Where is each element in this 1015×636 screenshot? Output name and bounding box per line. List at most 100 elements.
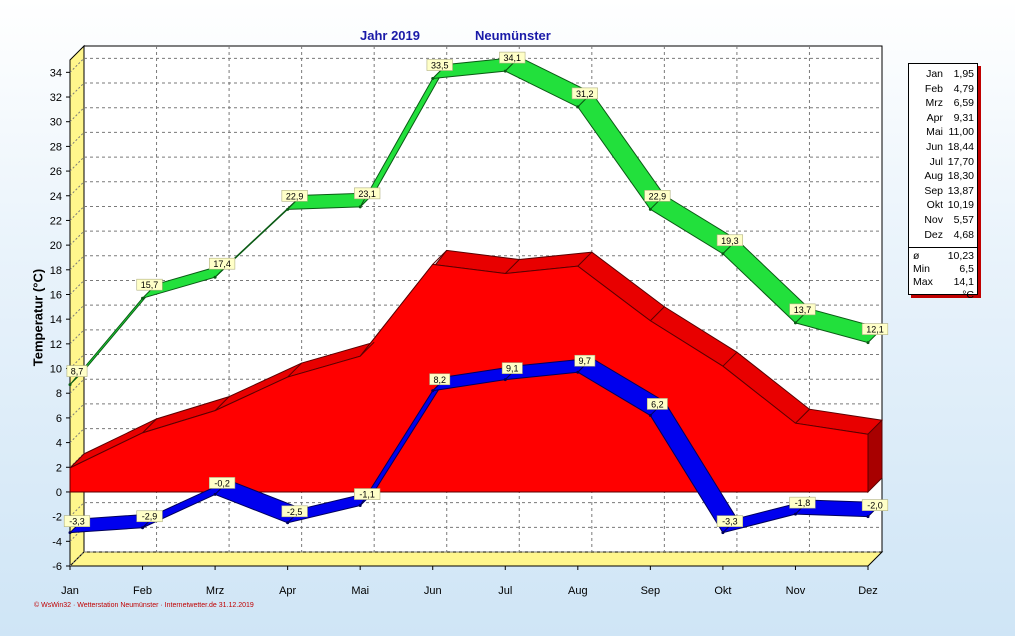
data-point xyxy=(358,504,362,508)
legend-month: Jul xyxy=(929,155,943,168)
data-point xyxy=(721,252,725,256)
legend-month: Mrz xyxy=(925,97,944,110)
legend-row: Dez 4,68 xyxy=(909,228,977,243)
chart-title-station: Neumünster xyxy=(475,28,551,43)
data-point xyxy=(503,69,507,73)
grid-line-side xyxy=(69,255,85,271)
y-tick-label: 28 xyxy=(50,141,62,153)
legend-row: Apr 9,31 xyxy=(909,111,977,126)
data-label-box xyxy=(646,398,668,410)
legend-stat-label: ø xyxy=(913,250,920,263)
legend-stat-value: 14,1 xyxy=(953,276,974,289)
data-label: 15,7 xyxy=(141,280,159,290)
y-tick-label: -4 xyxy=(52,536,62,548)
y-tick-label: 22 xyxy=(50,215,62,227)
mean-edge xyxy=(142,418,157,434)
legend-month: Aug xyxy=(924,170,943,183)
data-label: -2,5 xyxy=(287,507,303,517)
data-point xyxy=(576,370,580,374)
data-label-box xyxy=(861,499,889,511)
legend-stat-row: Max 14,1 xyxy=(909,276,977,289)
y-tick-label: 8 xyxy=(56,388,62,400)
monthly-mean-legend: Jan 1,95 Feb 4,79 Mrz 6,59 Apr 9,31 Mai 11,00 Jun 1… xyxy=(908,63,978,301)
grid-line-side xyxy=(69,82,85,98)
data-label: 13,7 xyxy=(794,305,812,315)
data-label: -1,1 xyxy=(359,490,375,500)
data-label-box xyxy=(644,190,671,202)
data-point xyxy=(213,492,217,496)
data-label: 22,9 xyxy=(649,191,667,201)
legend-divider xyxy=(909,247,977,249)
data-label: -2,9 xyxy=(142,512,158,522)
data-point xyxy=(576,105,580,109)
grid-line-side xyxy=(69,329,85,345)
mean-edge xyxy=(722,351,738,367)
legend-value: 1,95 xyxy=(953,68,974,80)
legend-month: Jan xyxy=(926,68,943,80)
data-label: 12,1 xyxy=(866,325,884,335)
data-label: -0,2 xyxy=(214,478,230,488)
grid-line-side xyxy=(69,156,85,172)
data-label: 31,2 xyxy=(576,89,594,99)
data-label-box xyxy=(716,234,744,247)
grid-line-side xyxy=(69,378,85,394)
data-label: -2,0 xyxy=(867,501,883,511)
series-min xyxy=(68,357,884,535)
data-label: 33,5 xyxy=(431,61,449,71)
legend-value: 18,44 xyxy=(947,140,974,153)
y-tick-label: 4 xyxy=(56,438,62,450)
grid-line-side xyxy=(69,107,85,123)
legend-row: Nov 5,57 xyxy=(909,213,977,228)
legend-row: Jun 18,44 xyxy=(909,140,977,155)
x-tick-label: Feb xyxy=(133,585,152,597)
y-tick-label: 10 xyxy=(50,364,62,376)
floor xyxy=(68,551,884,567)
y-tick-label: 18 xyxy=(50,265,62,277)
data-label-box xyxy=(574,354,596,367)
x-tick-label: Dez xyxy=(858,585,878,597)
data-label-box xyxy=(501,362,523,374)
y-tick-label: 32 xyxy=(50,92,62,104)
data-label-box xyxy=(281,505,308,518)
mean-edge xyxy=(650,306,665,322)
data-label-box xyxy=(789,303,816,316)
data-point xyxy=(866,515,870,519)
legend-stat-value: 6,5 xyxy=(959,263,974,276)
legend-stat-value: 10,23 xyxy=(947,250,974,263)
legend-value: 11,00 xyxy=(948,126,975,139)
grid-line-side xyxy=(69,57,85,73)
data-point xyxy=(431,77,435,81)
data-label: 9,1 xyxy=(506,364,519,374)
data-label: -1,8 xyxy=(795,498,811,508)
y-tick-label: 26 xyxy=(50,166,62,178)
mean-area-side xyxy=(867,418,883,494)
y-tick-label: 6 xyxy=(56,413,62,425)
data-label-box xyxy=(861,323,889,335)
data-label-box xyxy=(281,190,308,202)
x-tick-label: Mrz xyxy=(206,585,224,597)
data-label: 8,2 xyxy=(433,375,446,385)
data-label: -3,3 xyxy=(69,517,85,527)
footer-credit: © WsWin32 · Wetterstation Neumünster · I… xyxy=(34,602,254,609)
data-label-box xyxy=(571,87,598,100)
data-label-box xyxy=(354,488,381,500)
legend-row: Okt 10,19 xyxy=(909,198,977,213)
data-point xyxy=(286,207,290,211)
legend-stat-row: ø 10,23 xyxy=(909,250,977,263)
data-label-box xyxy=(499,51,526,64)
data-label-box xyxy=(354,187,381,200)
legend-value: 10,19 xyxy=(947,199,974,212)
y-tick-label: -6 xyxy=(52,561,62,573)
data-point xyxy=(68,531,72,535)
data-label: 17,4 xyxy=(213,259,231,269)
data-label-box xyxy=(63,515,91,527)
y-tick-label: -2 xyxy=(52,512,62,524)
data-labels: 8,7 15,7 17,4 22,9 23,1 33,5 34,1 31,2 22,9 19,3 1… xyxy=(63,51,889,527)
legend-row: Jan 1,95 xyxy=(909,67,977,82)
legend-unit: °C xyxy=(962,289,974,302)
grid-line-side xyxy=(69,132,85,147)
data-point xyxy=(68,383,72,387)
y-axis-label: Temperatur (°C) xyxy=(30,268,46,367)
x-tick-label: Mai xyxy=(351,585,369,597)
legend-row: Mrz 6,59 xyxy=(909,96,977,111)
